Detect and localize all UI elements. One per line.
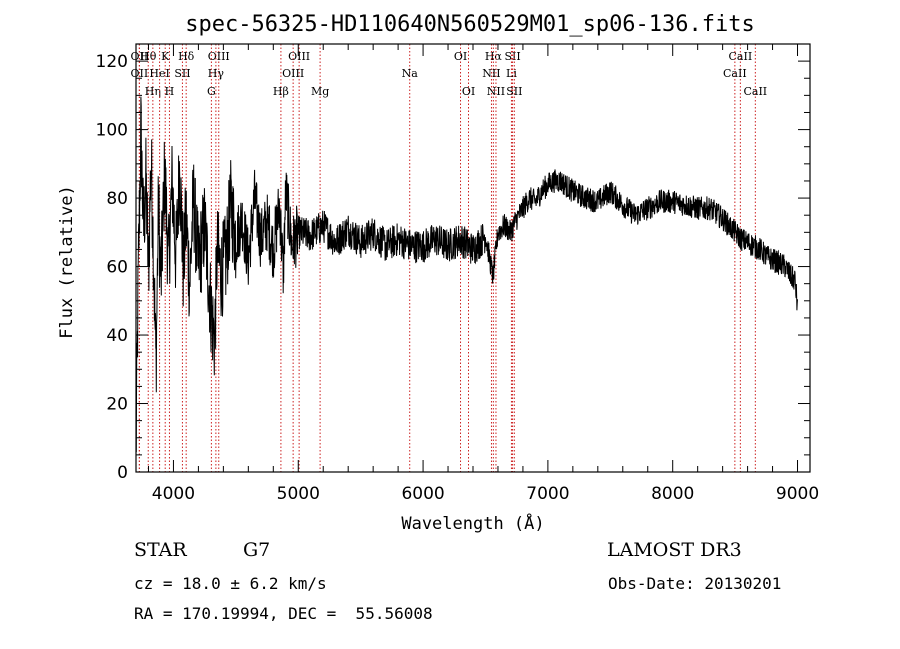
survey-name: LAMOST DR3 — [607, 539, 742, 561]
spectral-line-label: OI — [462, 85, 475, 98]
spectral-line-label: SII — [504, 50, 520, 63]
spectral-line-label: OIII — [282, 67, 304, 80]
spectral-line-label: Mg — [311, 85, 329, 98]
y-tick-label: 80 — [106, 189, 128, 209]
y-axis-label: Flux (relative) — [57, 185, 77, 339]
x-axis-label: Wavelength (Å) — [401, 512, 544, 534]
y-tick-label: 60 — [106, 258, 128, 278]
spectral-line-label: OIII — [208, 50, 230, 63]
x-tick-label: 9000 — [776, 484, 819, 504]
spectral-line-label: Hα — [485, 50, 503, 63]
spectral-line-label: OIII — [288, 50, 310, 63]
spectral-line-label: CaII — [743, 85, 767, 98]
spectral-line-label: Hδ — [178, 50, 195, 63]
spectral-line-label: Hγ — [208, 67, 225, 80]
y-tick-label: 100 — [96, 121, 128, 141]
spectral-line-label: NII — [482, 67, 500, 80]
spectral-line-label: K — [161, 50, 170, 63]
object-type: STAR — [134, 539, 187, 561]
y-tick-label: 0 — [117, 463, 128, 483]
spectral-line-label: OII — [131, 50, 149, 63]
spectral-line-label: OI — [454, 50, 467, 63]
spectral-line-label: G — [207, 85, 216, 98]
spectral-line-label: Na — [402, 67, 419, 80]
spectral-line-label: NII — [487, 85, 505, 98]
y-tick-label: 20 — [106, 395, 128, 415]
spectral-line-label: HeI — [149, 67, 169, 80]
flux-series-line — [135, 96, 798, 453]
spectral-line-label: Li — [506, 67, 517, 80]
x-tick-label: 8000 — [651, 484, 694, 504]
x-tick-label: 7000 — [526, 484, 569, 504]
spectral-line-label: H — [165, 85, 175, 98]
y-tick-label: 120 — [96, 52, 128, 72]
spectral-line-label: CaII — [729, 50, 753, 63]
observation-date: Obs-Date: 20130201 — [608, 574, 782, 593]
x-tick-label: 6000 — [401, 484, 444, 504]
spectral-line-label: Hβ — [273, 85, 289, 98]
spectral-line-label: SII — [506, 85, 522, 98]
coordinates: RA = 170.19994, DEC = 55.56008 — [134, 604, 433, 623]
spectral-line-label: SII — [174, 67, 190, 80]
x-tick-label: 4000 — [152, 484, 195, 504]
y-tick-label: 40 — [106, 326, 128, 346]
spectral-line-label: Hη — [145, 85, 161, 98]
x-tick-label: 5000 — [277, 484, 320, 504]
spectral-subclass: G7 — [243, 539, 271, 561]
redshift-value: cz = 18.0 ± 6.2 km/s — [134, 574, 327, 593]
chart-title: spec-56325-HD110640N560529M01_sp06-136.f… — [185, 12, 755, 37]
spectral-line-label: CaII — [723, 67, 747, 80]
spectral-line-label: Hθ — [140, 50, 157, 63]
